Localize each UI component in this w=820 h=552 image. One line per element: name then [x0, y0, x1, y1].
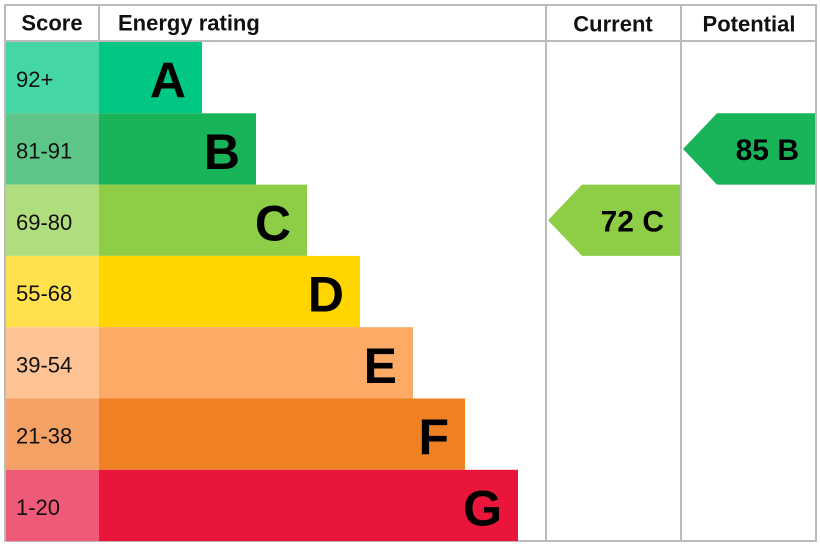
rating-letter: G	[463, 480, 502, 536]
rating-letter: C	[255, 195, 291, 251]
current-rating: C	[642, 205, 664, 238]
score-cell	[6, 327, 99, 399]
rating-letter: E	[364, 338, 397, 394]
rating-bar	[99, 398, 465, 470]
score-cell	[6, 469, 99, 542]
header-current: Current	[573, 12, 653, 37]
rating-letter: A	[150, 53, 186, 109]
score-range: 81-91	[16, 138, 72, 163]
potential-arrow	[683, 113, 815, 185]
rating-bar	[99, 42, 202, 114]
current-arrow	[548, 184, 680, 256]
rating-letter: D	[308, 267, 344, 323]
score-cell	[6, 255, 99, 328]
rating-bar	[99, 327, 413, 399]
score-cell	[6, 42, 99, 114]
score-range: 39-54	[16, 352, 72, 377]
score-range: 92+	[16, 67, 53, 92]
header-energy-rating: Energy rating	[118, 11, 260, 36]
potential-label: 85 B	[736, 133, 799, 166]
score-range: 1-20	[16, 495, 60, 520]
rating-bar	[99, 469, 518, 542]
score-range: 21-38	[16, 424, 72, 449]
rating-bar	[99, 113, 256, 185]
header-potential: Potential	[703, 12, 796, 37]
header-score: Score	[21, 11, 82, 36]
current-score: 72	[601, 205, 634, 238]
score-cell	[6, 184, 99, 256]
score-range: 69-80	[16, 210, 72, 235]
rating-bar	[99, 184, 307, 256]
potential-score: 85	[736, 133, 769, 166]
current-label: 72 C	[601, 205, 664, 238]
score-cell	[6, 113, 99, 185]
potential-rating: B	[777, 133, 799, 166]
score-cell	[6, 398, 99, 470]
rating-letter: B	[204, 124, 240, 180]
score-range: 55-68	[16, 281, 72, 306]
rating-bar	[99, 255, 360, 328]
rating-letter: F	[418, 409, 449, 465]
